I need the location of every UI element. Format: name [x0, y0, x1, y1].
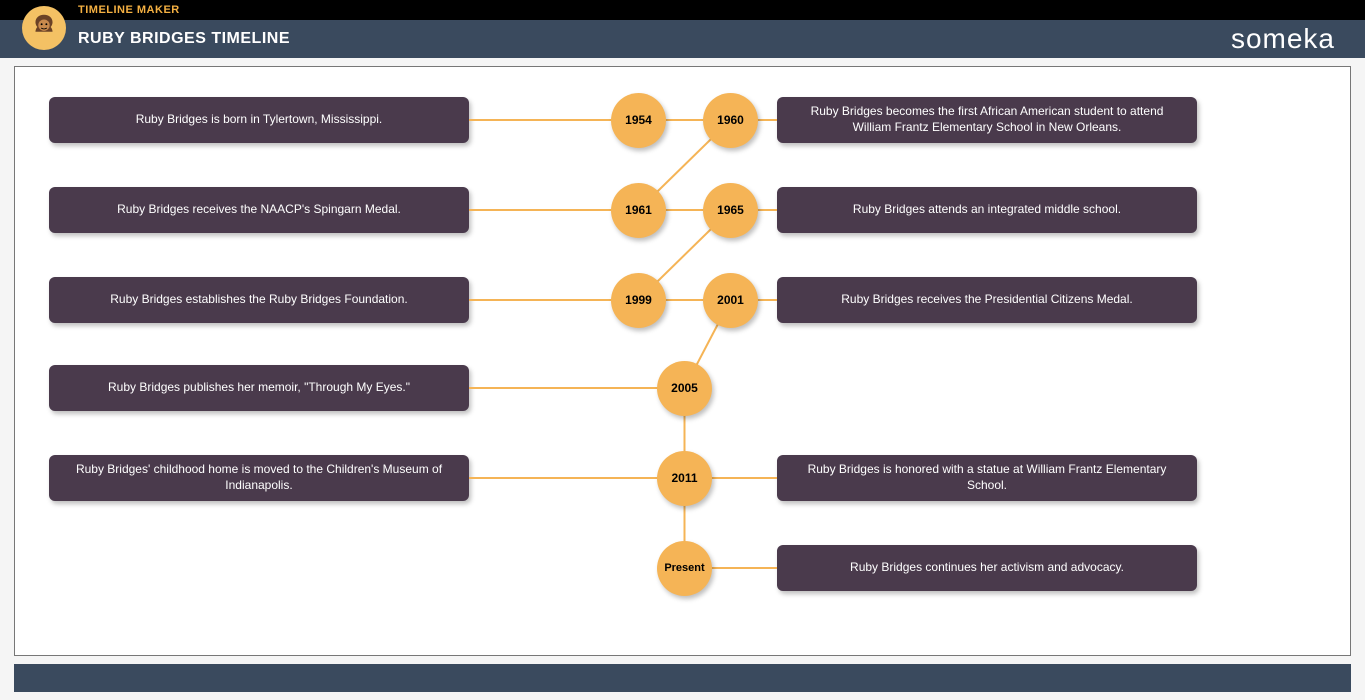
canvas-wrap: Ruby Bridges is born in Tylertown, Missi… [0, 58, 1365, 664]
year-circle: Present [657, 541, 712, 596]
footer-bar [14, 664, 1351, 692]
topbar-label: TIMELINE MAKER [78, 4, 180, 16]
year-label: 1965 [717, 203, 744, 217]
year-circle: 1999 [611, 273, 666, 328]
year-label: 2001 [717, 293, 744, 307]
year-circle: 1965 [703, 183, 758, 238]
timeline-canvas: Ruby Bridges is born in Tylertown, Missi… [14, 66, 1351, 656]
year-circle: 2001 [703, 273, 758, 328]
year-circle: 1954 [611, 93, 666, 148]
year-circle: 2011 [657, 451, 712, 506]
header: RUBY BRIDGES TIMELINE someka [0, 20, 1365, 58]
year-label: Present [664, 562, 704, 574]
brand-logo: someka [1231, 23, 1335, 55]
year-circle: 1960 [703, 93, 758, 148]
year-label: 1999 [625, 293, 652, 307]
year-circle: 1961 [611, 183, 666, 238]
year-circle: 2005 [657, 361, 712, 416]
year-label: 1954 [625, 113, 652, 127]
topbar: TIMELINE MAKER [0, 0, 1365, 20]
avatar-icon [22, 6, 66, 50]
page-title: RUBY BRIDGES TIMELINE [78, 30, 290, 48]
year-label: 1961 [625, 203, 652, 217]
year-label: 2011 [671, 471, 697, 485]
year-label: 2005 [671, 381, 698, 395]
year-label: 1960 [717, 113, 744, 127]
